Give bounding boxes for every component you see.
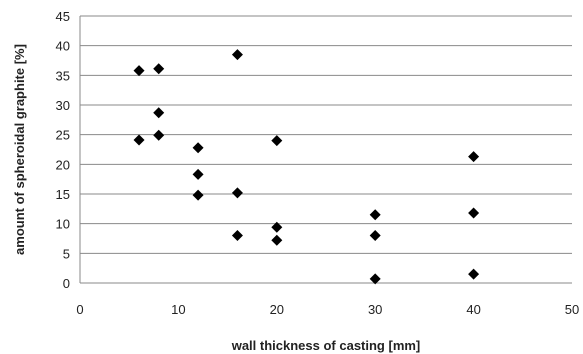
x-tick-label-0: 0 bbox=[76, 302, 83, 317]
x-tick-label-20: 20 bbox=[270, 302, 284, 317]
y-tick-label-25: 25 bbox=[56, 128, 70, 143]
data-point-7 bbox=[192, 189, 204, 201]
data-point-0 bbox=[133, 65, 145, 77]
y-tick-label-0: 0 bbox=[63, 276, 70, 291]
y-tick-label-45: 45 bbox=[56, 9, 70, 24]
data-point-5 bbox=[192, 142, 204, 154]
data-point-18 bbox=[468, 207, 480, 219]
x-axis-title: wall thickness of casting [mm] bbox=[231, 338, 421, 353]
y-axis-title: amount of spheroidal graphite [%] bbox=[12, 44, 27, 255]
x-tick-label-10: 10 bbox=[171, 302, 185, 317]
y-tick-label-10: 10 bbox=[56, 217, 70, 232]
data-point-6 bbox=[192, 168, 204, 180]
gridlines bbox=[80, 15, 572, 254]
y-tick-label-20: 20 bbox=[56, 157, 70, 172]
data-point-19 bbox=[468, 268, 480, 280]
y-tick-labels: 0 5 10 15 20 25 30 35 40 45 bbox=[56, 9, 70, 291]
data-point-2 bbox=[153, 63, 165, 75]
data-point-15 bbox=[369, 230, 381, 242]
y-tick-label-30: 30 bbox=[56, 98, 70, 113]
data-point-13 bbox=[271, 234, 283, 246]
data-point-12 bbox=[271, 221, 283, 233]
data-point-16 bbox=[369, 273, 381, 285]
y-tick-label-15: 15 bbox=[56, 187, 70, 202]
data-points bbox=[133, 49, 480, 285]
x-tick-labels: 0 10 20 30 40 50 bbox=[76, 302, 579, 317]
data-point-10 bbox=[231, 230, 243, 242]
data-point-14 bbox=[369, 209, 381, 221]
x-tick-label-30: 30 bbox=[368, 302, 382, 317]
data-point-9 bbox=[231, 187, 243, 199]
y-tick-label-5: 5 bbox=[63, 246, 70, 261]
y-tick-label-35: 35 bbox=[56, 68, 70, 83]
data-point-11 bbox=[271, 135, 283, 147]
x-tick-label-50: 50 bbox=[565, 302, 579, 317]
data-point-4 bbox=[153, 129, 165, 141]
x-tick-label-40: 40 bbox=[466, 302, 480, 317]
data-point-3 bbox=[153, 107, 165, 119]
data-point-8 bbox=[231, 49, 243, 61]
data-point-17 bbox=[468, 151, 480, 163]
y-tick-label-40: 40 bbox=[56, 39, 70, 54]
data-point-1 bbox=[133, 134, 145, 146]
